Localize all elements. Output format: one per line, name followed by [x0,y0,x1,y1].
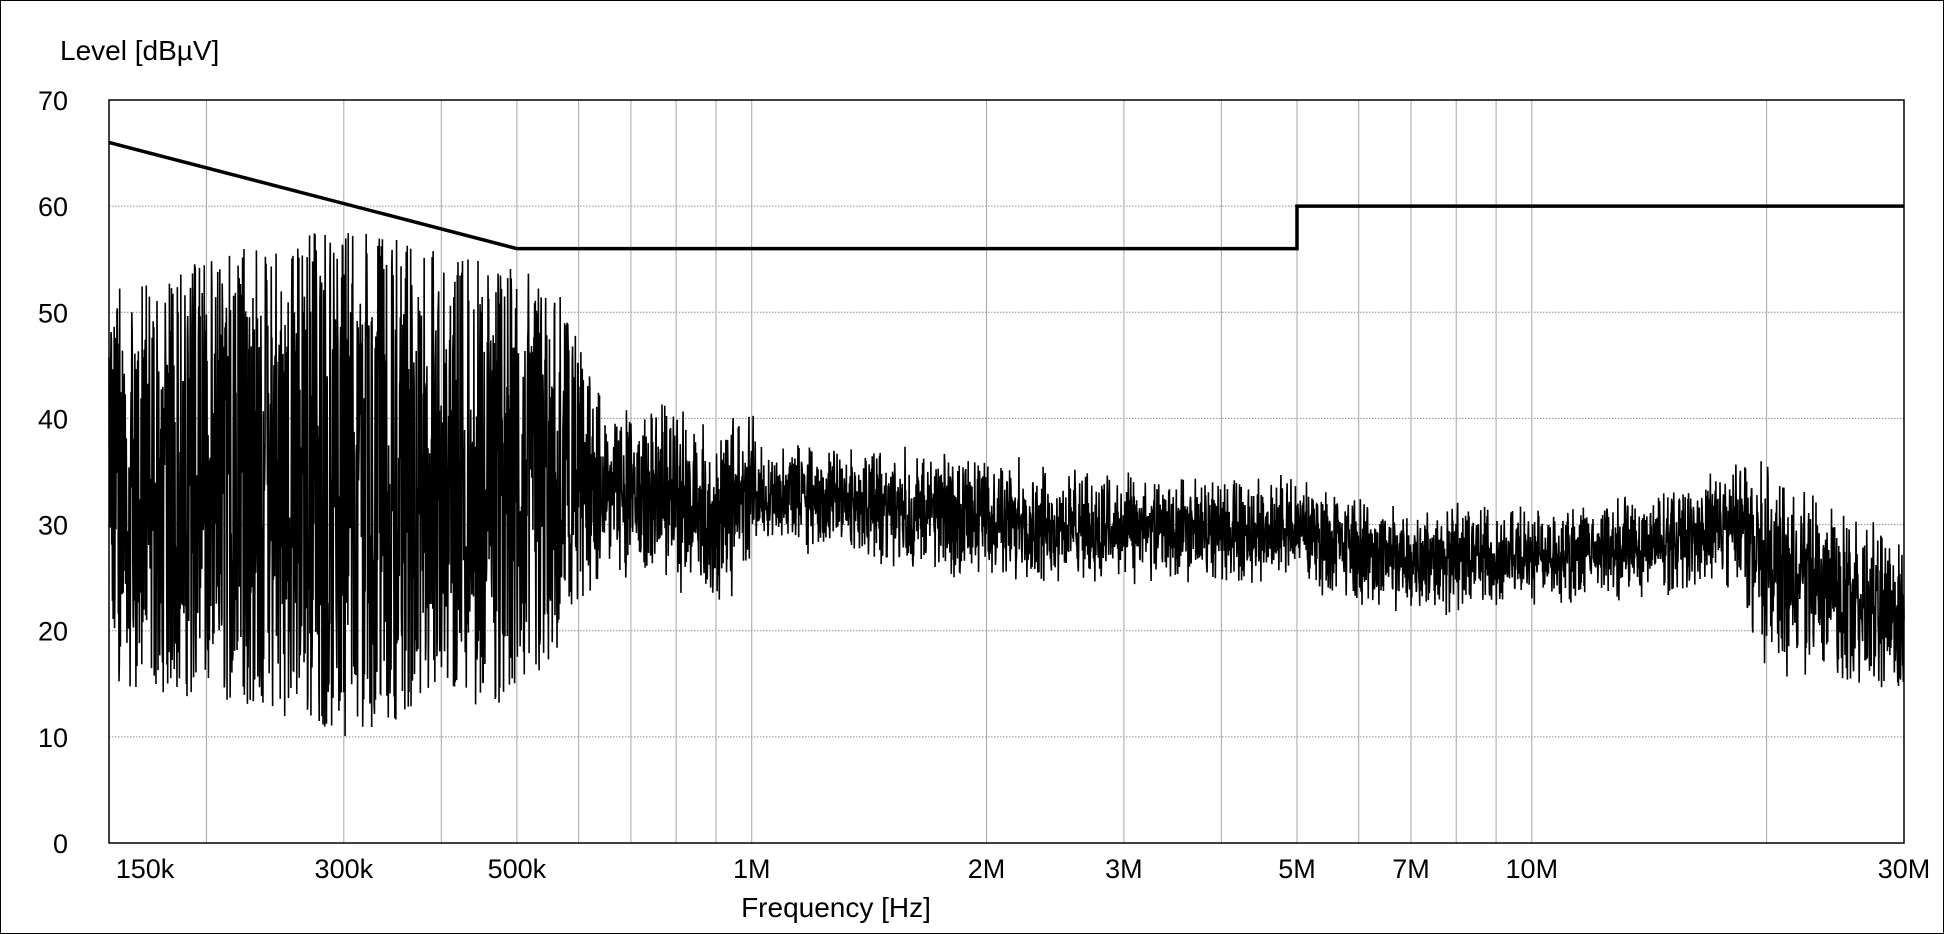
plot-area [108,99,1905,844]
limit-line-series [108,140,1904,251]
x-tick-label: 5M [1278,854,1316,884]
measurement-trace-series [108,233,1905,737]
y-axis-ticks: 0 10 20 30 40 50 60 70 [38,86,68,859]
y-tick-label: 60 [38,192,68,222]
x-tick-label: 7M [1392,854,1430,884]
limit-line [108,140,1904,251]
x-tick-label: 1M [733,854,771,884]
y-tick-label: 40 [38,404,68,434]
y-tick-label: 70 [38,86,68,116]
x-tick-label: 10M [1506,854,1559,884]
y-tick-label: 0 [53,829,68,859]
x-tick-label: 150k [116,854,175,884]
y-tick-label: 20 [38,617,68,647]
y-axis-label: Level [dBµV] [60,35,219,66]
x-axis-ticks: 150k 300k 500k 1M 2M 3M 5M 7M 10M 30M [116,854,1931,884]
measurement-trace [108,233,1905,737]
x-tick-label: 300k [315,854,374,884]
x-axis-label: Frequency [Hz] [741,892,931,923]
y-tick-label: 30 [38,511,68,541]
x-tick-label: 3M [1105,854,1143,884]
x-tick-label: 2M [968,854,1006,884]
x-tick-label: 500k [488,854,547,884]
x-tick-label: 30M [1878,854,1931,884]
y-tick-label: 10 [38,723,68,753]
y-tick-label: 50 [38,298,68,328]
